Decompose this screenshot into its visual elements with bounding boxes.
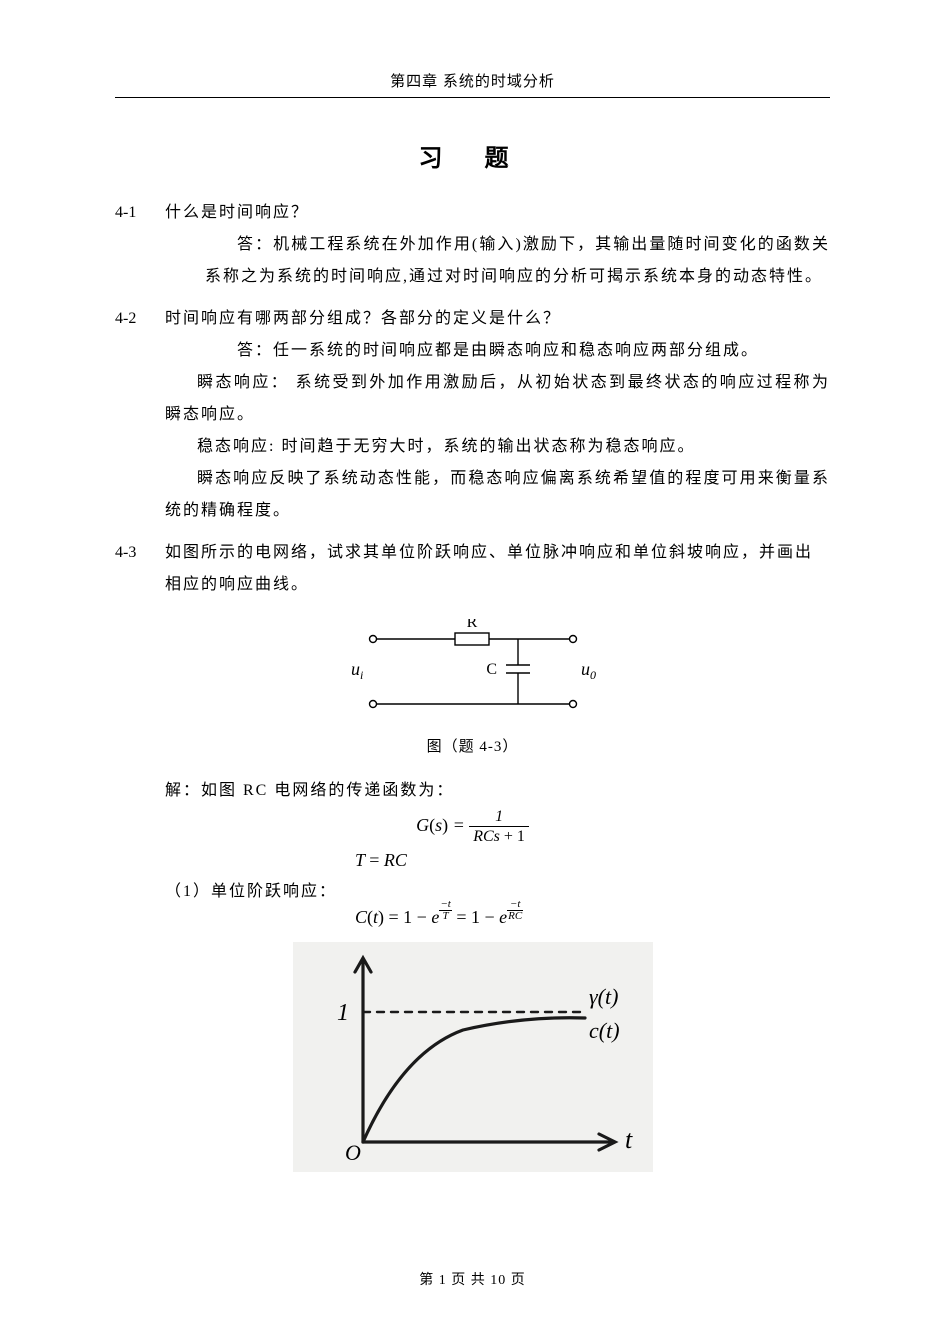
solution-intro: 解：如图 RC 电网络的传递函数为：	[115, 776, 830, 800]
formula-transfer-function: G(s) = 1 RCs + 1	[115, 808, 830, 846]
problem-question: 时间响应有哪两部分组成？各部分的定义是什么？	[165, 303, 830, 335]
footer-suffix: 页	[506, 1273, 526, 1288]
formula-T: T = RC	[115, 850, 830, 871]
footer-mid: 页 共	[447, 1273, 491, 1288]
problem-4-3: 4-3 如图所示的电网络，试求其单位阶跃响应、单位脉冲响应和单位斜坡响应，并画出…	[115, 537, 830, 601]
problem-4-2: 4-2 时间响应有哪两部分组成？各部分的定义是什么？ 答：任一系统的时间响应都是…	[115, 303, 830, 527]
answer-paragraph: 答：机械工程系统在外加作用(输入)激励下，其输出量随时间变化的函数关系称之为系统…	[115, 229, 830, 293]
formula-step-response: C(t) = 1 − e−tT = 1 − e−tRC	[115, 907, 830, 930]
page-container: 第四章 系统的时域分析 习 题 4-1 什么是时间响应？ 答：机械工程系统在外加…	[0, 0, 945, 1172]
fraction-numerator: 1	[469, 808, 529, 827]
sketch-label-gamma: γ(t)	[589, 984, 618, 1009]
circuit-figure: R C ui u0	[115, 619, 830, 729]
problem-4-1: 4-1 什么是时间响应？ 答：机械工程系统在外加作用(输入)激励下，其输出量随时…	[115, 197, 830, 293]
solution-item-1: （1）单位阶跃响应：	[115, 877, 830, 901]
figure-caption: 图（题 4-3）	[115, 735, 830, 756]
footer-total-pages: 10	[490, 1273, 506, 1288]
fraction-denominator: RCs + 1	[469, 827, 529, 846]
footer-prefix: 第	[419, 1273, 439, 1288]
problem-number: 4-2	[115, 303, 165, 335]
problem-question: 什么是时间响应？	[165, 197, 830, 229]
page-title: 习 题	[115, 138, 830, 173]
answer-paragraph: 瞬态响应： 系统受到外加作用激励后，从初始状态到最终状态的响应过程称为瞬态响应。	[115, 367, 830, 431]
response-sketch: 1 O t γ(t) c(t)	[115, 942, 830, 1172]
resistor-label: R	[466, 619, 477, 631]
output-label: u0	[581, 659, 596, 682]
problem-number: 4-3	[115, 537, 165, 601]
sketch-label-t: t	[625, 1125, 633, 1154]
answer-paragraph: 答：任一系统的时间响应都是由瞬态响应和稳态响应两部分组成。	[115, 335, 830, 367]
circuit-svg: R C ui u0	[343, 619, 603, 729]
formula-lhs: G(s) =	[416, 815, 469, 835]
chapter-header: 第四章 系统的时域分析	[115, 70, 830, 98]
sketch-label-origin: O	[345, 1140, 361, 1165]
problem-question: 如图所示的电网络，试求其单位阶跃响应、单位脉冲响应和单位斜坡响应，并画出相应的响…	[165, 537, 830, 601]
footer-current-page: 1	[439, 1273, 447, 1288]
sketch-label-c: c(t)	[589, 1018, 620, 1043]
problem-number: 4-1	[115, 197, 165, 229]
page-footer: 第 1 页 共 10 页	[0, 1269, 945, 1289]
input-label: ui	[351, 659, 363, 682]
capacitor-label: C	[486, 661, 497, 678]
sketch-label-one: 1	[337, 1000, 349, 1026]
answer-paragraph: 稳态响应: 时间趋于无穷大时，系统的输出状态称为稳态响应。	[115, 431, 830, 463]
answer-paragraph: 瞬态响应反映了系统动态性能，而稳态响应偏离系统希望值的程度可用来衡量系统的精确程…	[115, 463, 830, 527]
sketch-svg: 1 O t γ(t) c(t)	[293, 942, 653, 1172]
